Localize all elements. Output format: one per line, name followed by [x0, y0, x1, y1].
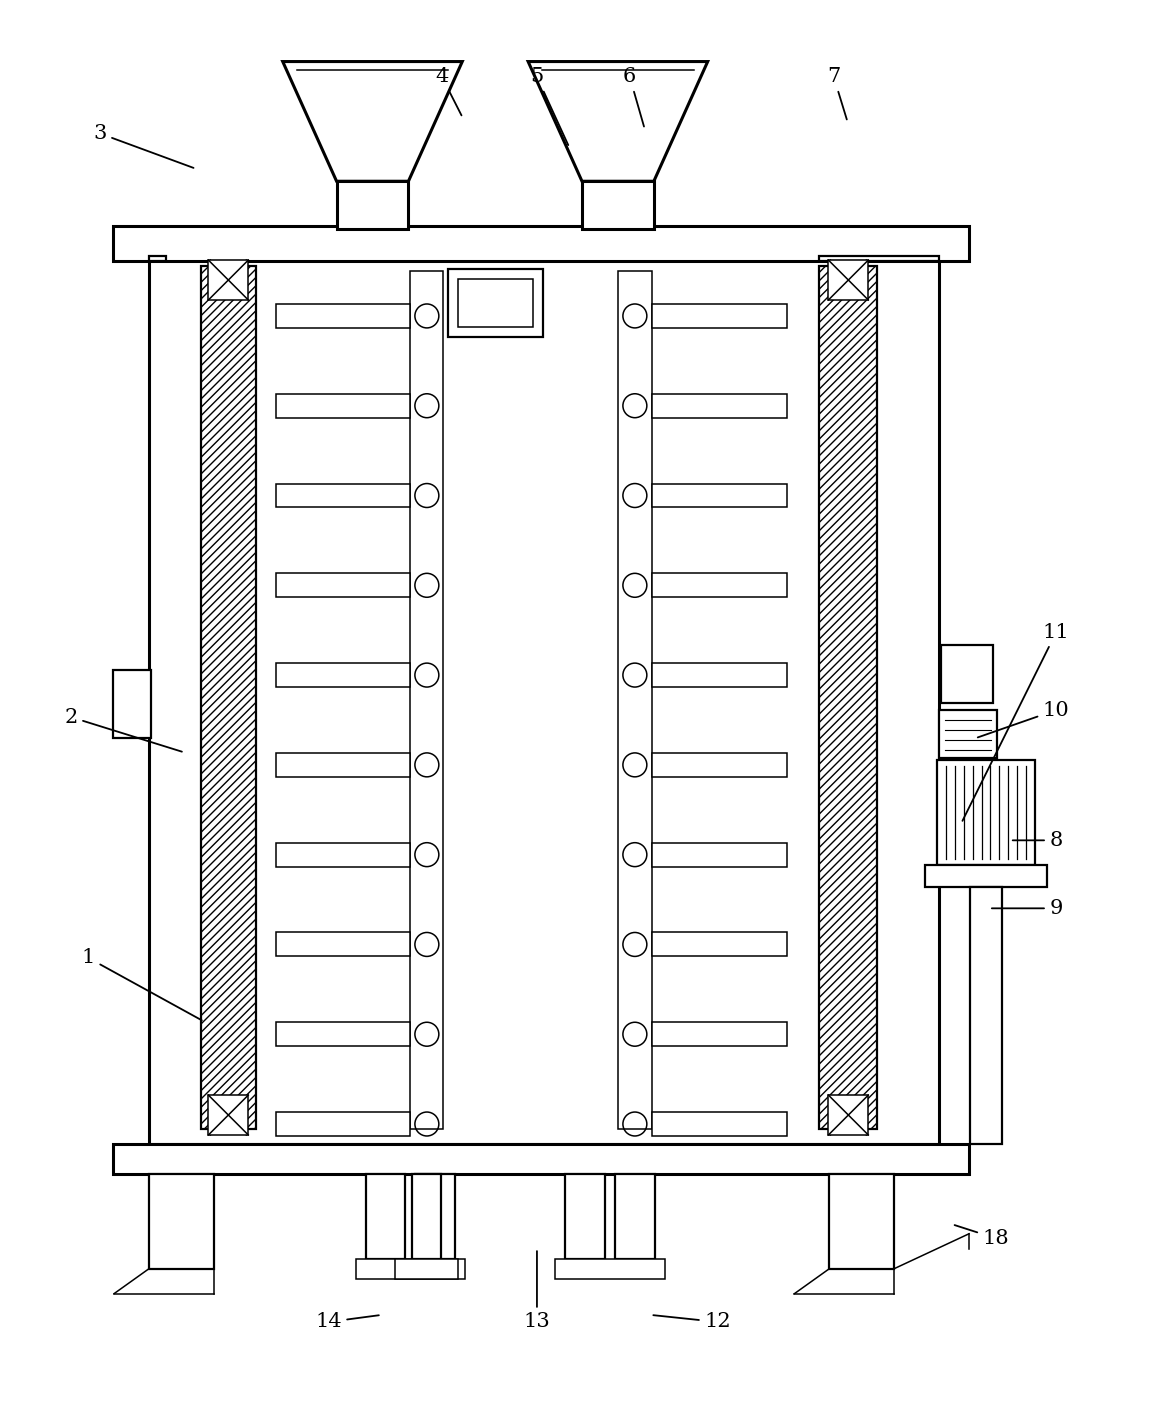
Text: 14: 14	[315, 1312, 379, 1332]
Bar	[618, 271, 652, 1129]
Bar	[275, 663, 410, 687]
Bar	[395, 1258, 458, 1278]
Bar	[208, 260, 249, 300]
Bar	[410, 271, 444, 1129]
Bar	[275, 574, 410, 598]
Bar	[275, 1112, 410, 1136]
Bar	[582, 182, 654, 229]
Bar	[275, 1022, 410, 1047]
Text: 12: 12	[653, 1312, 731, 1332]
Bar	[565, 1174, 605, 1258]
Bar	[458, 280, 533, 327]
Text: 11: 11	[962, 622, 1070, 821]
Bar	[275, 842, 410, 866]
Bar	[970, 886, 1002, 1145]
Polygon shape	[528, 61, 708, 182]
Bar	[356, 1258, 465, 1278]
Polygon shape	[282, 61, 462, 182]
Bar	[652, 753, 787, 777]
Text: 1: 1	[81, 949, 202, 1021]
Bar	[830, 1174, 895, 1268]
Text: 18: 18	[955, 1225, 1010, 1248]
Bar	[652, 1112, 787, 1136]
Bar	[652, 574, 787, 598]
Bar	[925, 865, 1047, 886]
Bar	[149, 256, 939, 1145]
Bar	[829, 260, 868, 300]
Bar	[449, 268, 543, 337]
Text: 6: 6	[623, 67, 644, 126]
Bar	[819, 266, 877, 1129]
Bar	[652, 933, 787, 957]
Bar	[413, 1174, 442, 1258]
Bar	[939, 710, 997, 758]
Text: 9: 9	[992, 899, 1063, 917]
Bar	[652, 484, 787, 507]
Bar	[275, 393, 410, 417]
Bar	[275, 304, 410, 328]
Bar	[201, 266, 256, 1129]
Bar	[149, 256, 166, 261]
Bar	[366, 1174, 406, 1258]
Text: 13: 13	[524, 1251, 551, 1332]
Bar	[208, 1095, 249, 1135]
Bar	[275, 753, 410, 777]
Bar	[337, 182, 408, 229]
Text: 3: 3	[93, 124, 194, 168]
Bar	[652, 304, 787, 328]
Text: 10: 10	[977, 700, 1070, 737]
Bar	[113, 226, 969, 261]
Bar	[652, 842, 787, 866]
Bar	[937, 760, 1035, 865]
Bar	[941, 645, 994, 703]
Bar	[555, 1258, 665, 1278]
Text: 8: 8	[1013, 831, 1063, 849]
Text: 2: 2	[64, 707, 182, 751]
Bar	[652, 663, 787, 687]
Bar	[415, 1174, 456, 1258]
Bar	[652, 1022, 787, 1047]
Bar	[829, 1095, 868, 1135]
Bar	[652, 393, 787, 417]
Text: 5: 5	[530, 67, 568, 145]
Bar	[275, 484, 410, 507]
Text: 7: 7	[827, 67, 847, 119]
Bar	[615, 1174, 655, 1258]
Bar	[819, 256, 939, 261]
Bar	[113, 670, 151, 738]
Bar	[275, 933, 410, 957]
Bar	[113, 1145, 969, 1174]
Text: 4: 4	[436, 67, 461, 115]
Bar	[149, 1174, 214, 1268]
